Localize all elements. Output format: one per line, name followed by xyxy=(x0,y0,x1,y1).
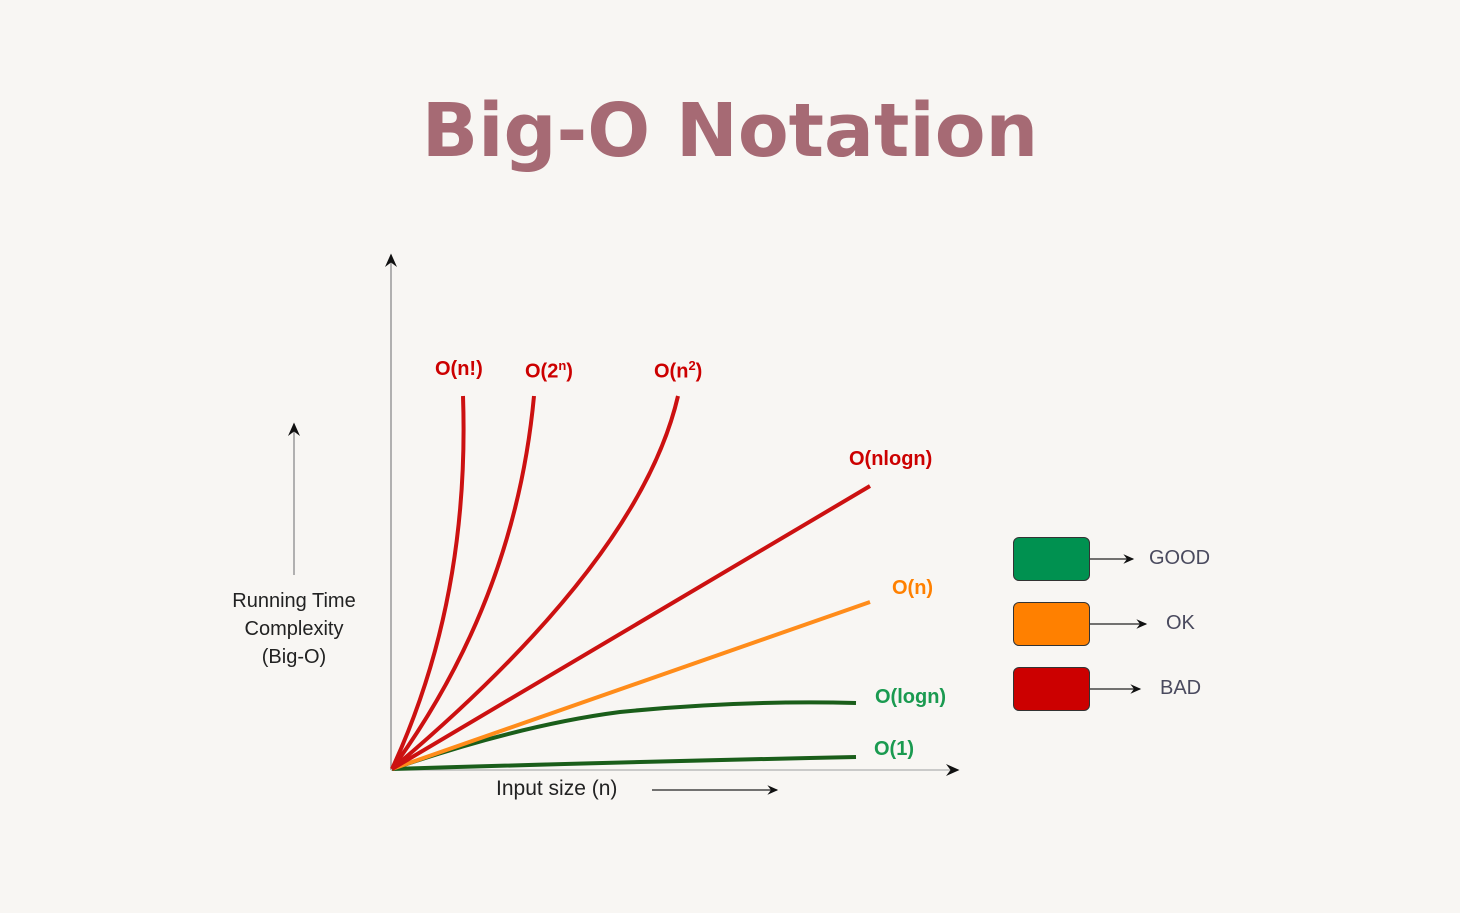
label-o-n2: O(n2) xyxy=(654,358,703,383)
label-o-logn: O(logn) xyxy=(875,686,947,708)
curve-ofact xyxy=(390,395,466,770)
curve-o2n xyxy=(390,395,536,771)
curve-on2 xyxy=(390,395,680,771)
curve-o1 xyxy=(391,755,857,771)
label-o-nlogn: O(nlogn) xyxy=(849,448,933,470)
legend-swatch-ok xyxy=(1013,602,1090,646)
curve-onlogn xyxy=(390,484,872,771)
label-o-n: O(n) xyxy=(892,577,934,599)
page-title: Big-O Notation xyxy=(421,88,1039,174)
x-axis-label: Input size (n) xyxy=(496,777,618,800)
label-o-factorial: O(n!) xyxy=(435,358,483,380)
legend-swatch-good xyxy=(1013,537,1090,581)
curve-on xyxy=(391,600,871,771)
y-axis-label: Running Time Complexity (Big-O) xyxy=(232,590,356,668)
label-o-1: O(1) xyxy=(874,738,914,760)
legend-swatch-bad xyxy=(1013,667,1090,711)
curve-ologn xyxy=(391,700,857,771)
label-o-2n: O(2n) xyxy=(525,358,573,383)
legend-label-bad: BAD xyxy=(1160,677,1202,699)
legend-label-good: GOOD xyxy=(1149,547,1211,569)
legend-label-ok: OK xyxy=(1166,612,1195,634)
